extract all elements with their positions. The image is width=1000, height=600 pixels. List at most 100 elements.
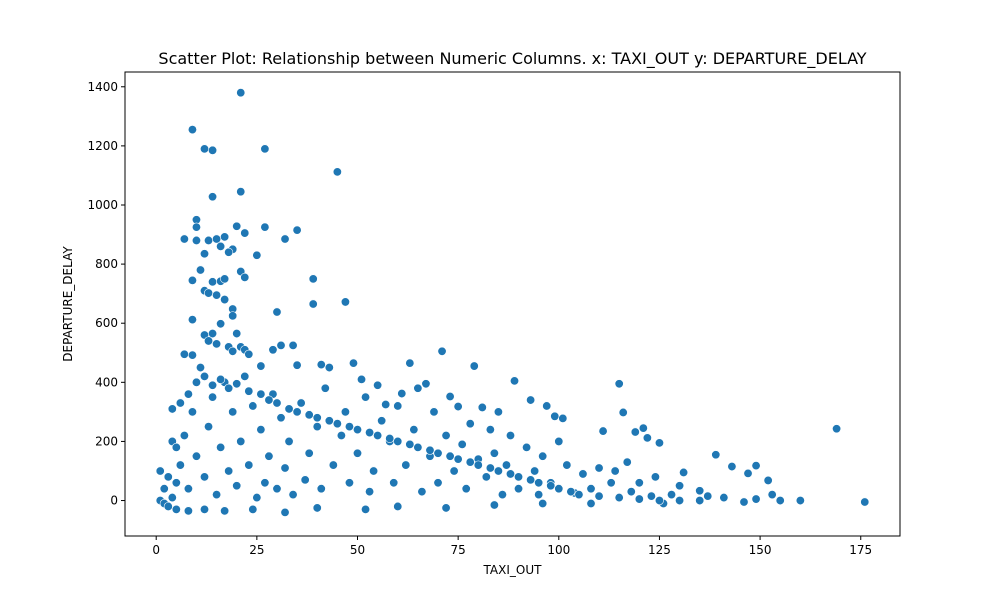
- data-point: [212, 490, 222, 500]
- data-point: [200, 249, 210, 259]
- data-point: [276, 413, 286, 423]
- data-point: [216, 374, 226, 384]
- data-point: [260, 478, 270, 488]
- data-point: [365, 428, 375, 438]
- data-point: [167, 404, 177, 414]
- data-point: [417, 487, 427, 497]
- data-point: [332, 167, 342, 177]
- data-point: [679, 467, 689, 477]
- data-point: [187, 125, 197, 135]
- data-point: [159, 484, 169, 494]
- data-point: [324, 363, 334, 373]
- data-point: [614, 493, 624, 503]
- data-point: [256, 361, 266, 371]
- data-point: [208, 277, 218, 287]
- data-point: [598, 426, 608, 436]
- y-tick-label: 1000: [87, 198, 118, 212]
- data-point: [751, 494, 761, 504]
- data-point: [220, 232, 230, 242]
- data-point: [187, 275, 197, 285]
- data-point: [296, 398, 306, 408]
- data-point: [212, 290, 222, 300]
- data-point: [357, 374, 367, 384]
- points-layer: [155, 88, 870, 517]
- data-point: [179, 431, 189, 441]
- data-point: [586, 498, 596, 508]
- y-tick-label: 200: [95, 434, 118, 448]
- data-point: [413, 442, 423, 452]
- data-point: [280, 463, 290, 473]
- data-point: [232, 221, 242, 231]
- data-point: [220, 506, 230, 516]
- data-point: [175, 460, 185, 470]
- data-point: [586, 484, 596, 494]
- data-point: [171, 442, 181, 452]
- data-point: [260, 222, 270, 232]
- data-point: [240, 228, 250, 238]
- data-point: [284, 404, 294, 414]
- data-point: [244, 460, 254, 470]
- data-point: [566, 487, 576, 497]
- data-point: [204, 336, 214, 346]
- data-point: [191, 377, 201, 387]
- data-point: [328, 460, 338, 470]
- data-point: [304, 410, 314, 420]
- data-point: [634, 478, 644, 488]
- data-point: [461, 484, 471, 494]
- data-point: [272, 307, 282, 317]
- data-point: [389, 478, 399, 488]
- data-point: [187, 350, 197, 360]
- data-point: [272, 398, 282, 408]
- data-point: [292, 225, 302, 235]
- data-point: [453, 402, 463, 412]
- data-point: [224, 247, 234, 257]
- data-point: [695, 486, 705, 496]
- data-point: [369, 466, 379, 476]
- data-point: [200, 504, 210, 514]
- data-point: [775, 496, 785, 506]
- data-point: [304, 448, 314, 458]
- data-point: [441, 503, 451, 513]
- data-point: [542, 401, 552, 411]
- data-point: [719, 493, 729, 503]
- data-point: [377, 416, 387, 426]
- data-point: [550, 411, 560, 421]
- data-point: [320, 383, 330, 393]
- data-point: [236, 187, 246, 197]
- data-point: [457, 439, 467, 449]
- data-point: [751, 461, 761, 471]
- data-point: [224, 383, 234, 393]
- data-point: [252, 250, 262, 260]
- ticks-layer: 0 25 50 75 100 125 150 175 0 200 400 600 800 1000 1200…: [87, 80, 872, 557]
- data-point: [208, 145, 218, 155]
- data-point: [220, 295, 230, 305]
- data-point: [510, 376, 520, 386]
- data-point: [195, 265, 205, 275]
- data-point: [514, 484, 524, 494]
- data-point: [638, 423, 648, 433]
- data-point: [594, 491, 604, 501]
- data-point: [183, 484, 193, 494]
- data-point: [179, 349, 189, 359]
- data-point: [505, 469, 515, 479]
- data-point: [208, 192, 218, 202]
- data-point: [179, 234, 189, 244]
- data-point: [437, 346, 447, 356]
- data-point: [361, 504, 371, 514]
- x-tick-label: 175: [849, 543, 872, 557]
- plot-frame: [124, 71, 901, 537]
- data-point: [594, 463, 604, 473]
- data-point: [546, 481, 556, 491]
- data-point: [767, 490, 777, 500]
- data-point: [240, 272, 250, 282]
- data-point: [276, 340, 286, 350]
- data-point: [244, 386, 254, 396]
- data-point: [453, 454, 463, 464]
- data-point: [469, 361, 479, 371]
- data-point: [795, 496, 805, 506]
- data-point: [264, 395, 274, 405]
- data-point: [493, 466, 503, 476]
- data-point: [212, 234, 222, 244]
- data-point: [208, 392, 218, 402]
- data-point: [292, 407, 302, 417]
